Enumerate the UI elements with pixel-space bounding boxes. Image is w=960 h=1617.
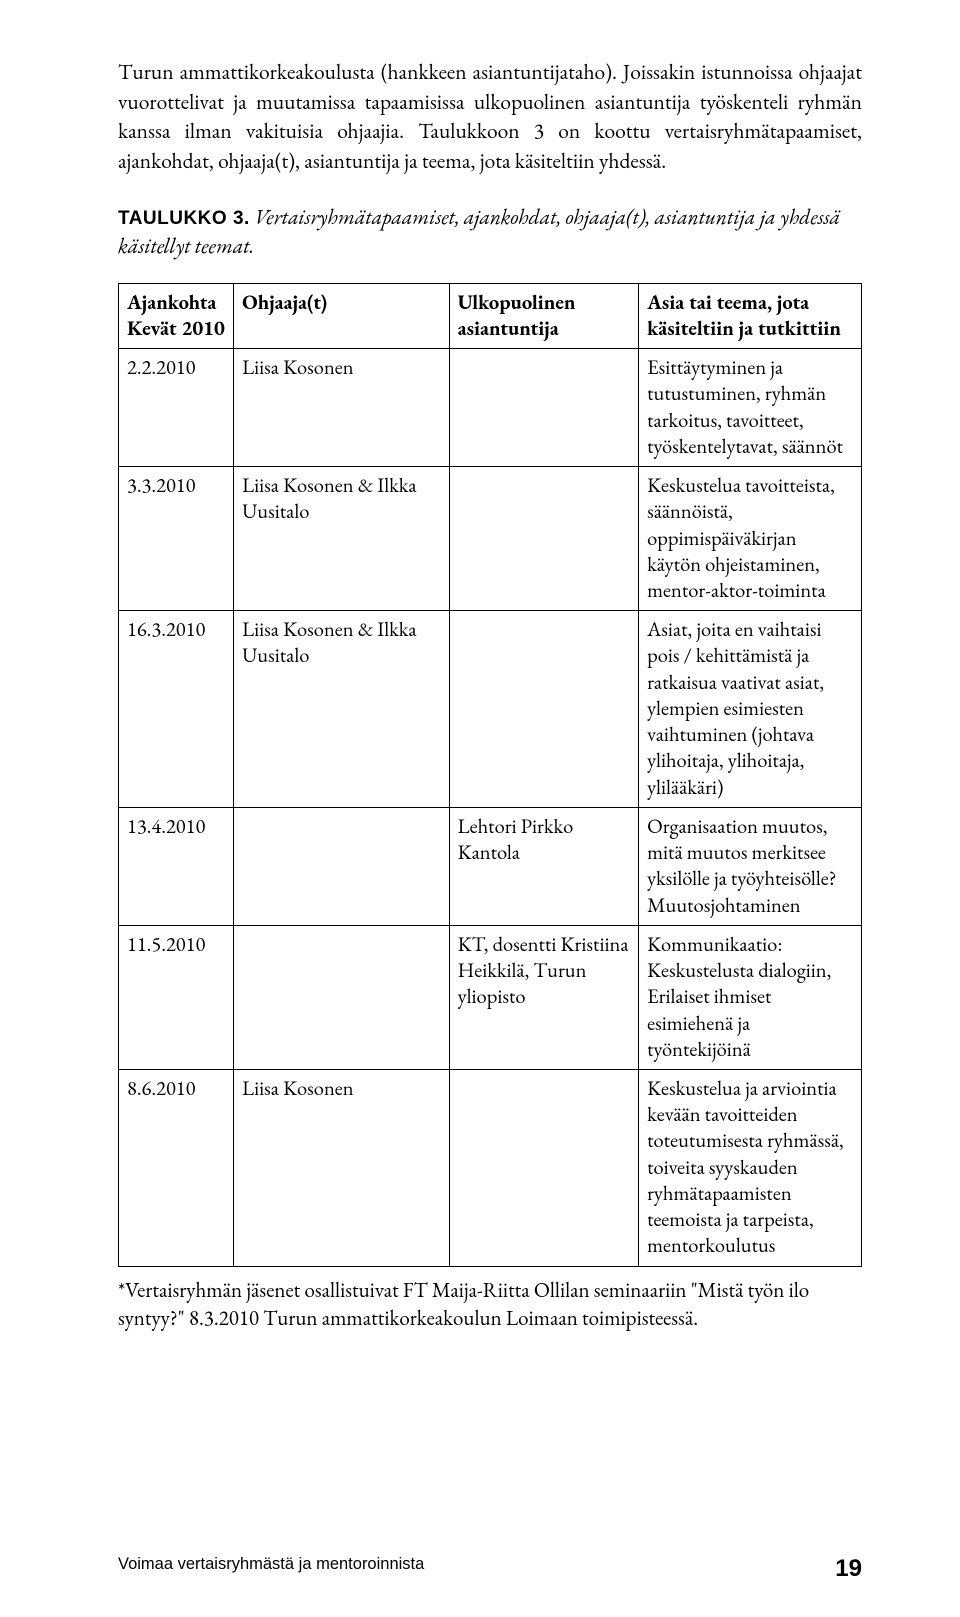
table-cell-topic: Organisaation muutos, mitä muutos merkit… — [639, 807, 862, 925]
table-row: 2.2.2010 Liisa Kosonen Esittäytyminen ja… — [119, 349, 862, 467]
page-number: 19 — [835, 1555, 862, 1583]
running-title: Voimaa vertaisryhmästä ja mentoroinnista — [118, 1555, 424, 1574]
table-cell-instructor: Liisa Kosonen & Ilkka Uusitalo — [234, 611, 449, 808]
table-row: 16.3.2010 Liisa Kosonen & Ilkka Uusitalo… — [119, 611, 862, 808]
table-cell-date: 16.3.2010 — [119, 611, 234, 808]
table-cell-instructor: Liisa Kosonen — [234, 1069, 449, 1266]
table-cell-date: 8.6.2010 — [119, 1069, 234, 1266]
table-header-cell: Asia tai teema, jota käsiteltiin ja tutk… — [639, 283, 862, 348]
table-cell-date: 2.2.2010 — [119, 349, 234, 467]
table-header-row: Ajankohta Kevät 2010 Ohjaaja(t) Ulkopuol… — [119, 283, 862, 348]
table-footnote: *Vertaisryhmän jäsenet osallistuivat FT … — [118, 1277, 862, 1334]
table-cell-topic: Keskustelua ja arviointia kevään tavoitt… — [639, 1069, 862, 1266]
table-header-cell: Ajankohta Kevät 2010 — [119, 283, 234, 348]
table-cell-expert — [449, 467, 638, 611]
body-paragraph: Turun ammattikorkeakoulusta (hankkeen as… — [118, 58, 862, 177]
table-cell-instructor: Liisa Kosonen & Ilkka Uusitalo — [234, 467, 449, 611]
table-row: 3.3.2010 Liisa Kosonen & Ilkka Uusitalo … — [119, 467, 862, 611]
table-caption-label: TAULUKKO 3. — [118, 208, 250, 229]
table-cell-date: 11.5.2010 — [119, 925, 234, 1069]
table-cell-instructor: Liisa Kosonen — [234, 349, 449, 467]
table-caption: TAULUKKO 3. Vertaisryhmätapaamiset, ajan… — [118, 203, 862, 261]
table-cell-expert: KT, dosentti Kristiina Heikkilä, Turun y… — [449, 925, 638, 1069]
table-cell-expert — [449, 349, 638, 467]
table-row: 13.4.2010 Lehtori Pirkko Kantola Organis… — [119, 807, 862, 925]
table-header-cell: Ulkopuolinen asiantuntija — [449, 283, 638, 348]
table-cell-expert — [449, 1069, 638, 1266]
table-header-cell: Ohjaaja(t) — [234, 283, 449, 348]
table-cell-topic: Asiat, joita en vaihtaisi pois / kehittä… — [639, 611, 862, 808]
page-footer: Voimaa vertaisryhmästä ja mentoroinnista… — [118, 1555, 862, 1583]
table-cell-expert: Lehtori Pirkko Kantola — [449, 807, 638, 925]
table-cell-topic: Esittäytyminen ja tutustuminen, ryhmän t… — [639, 349, 862, 467]
table-cell-topic: Kommunikaatio: Keskustelusta dialogiin, … — [639, 925, 862, 1069]
schedule-table: Ajankohta Kevät 2010 Ohjaaja(t) Ulkopuol… — [118, 283, 862, 1267]
table-row: 11.5.2010 KT, dosentti Kristiina Heikkil… — [119, 925, 862, 1069]
table-cell-instructor — [234, 807, 449, 925]
table-cell-date: 13.4.2010 — [119, 807, 234, 925]
table-row: 8.6.2010 Liisa Kosonen Keskustelua ja ar… — [119, 1069, 862, 1266]
table-cell-expert — [449, 611, 638, 808]
table-cell-date: 3.3.2010 — [119, 467, 234, 611]
table-cell-instructor — [234, 925, 449, 1069]
table-cell-topic: Keskustelua tavoitteista, säännöistä, op… — [639, 467, 862, 611]
